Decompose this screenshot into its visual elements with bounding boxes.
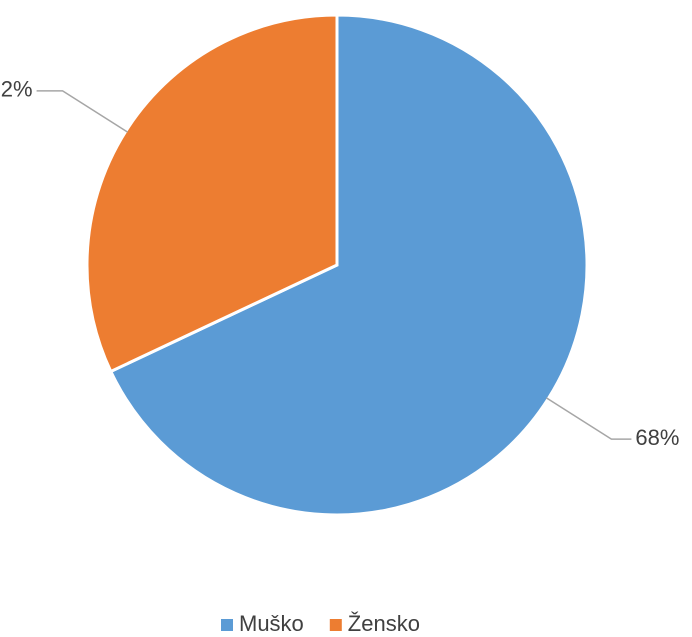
legend-swatch [221, 619, 233, 631]
data-label: 32% [0, 77, 33, 102]
legend-label: Muško [239, 611, 304, 636]
data-label: 68% [635, 425, 679, 450]
leader-line [36, 90, 129, 133]
leader-line [545, 397, 632, 440]
legend-swatch [329, 619, 342, 631]
legend-label: Žensko [348, 611, 420, 636]
